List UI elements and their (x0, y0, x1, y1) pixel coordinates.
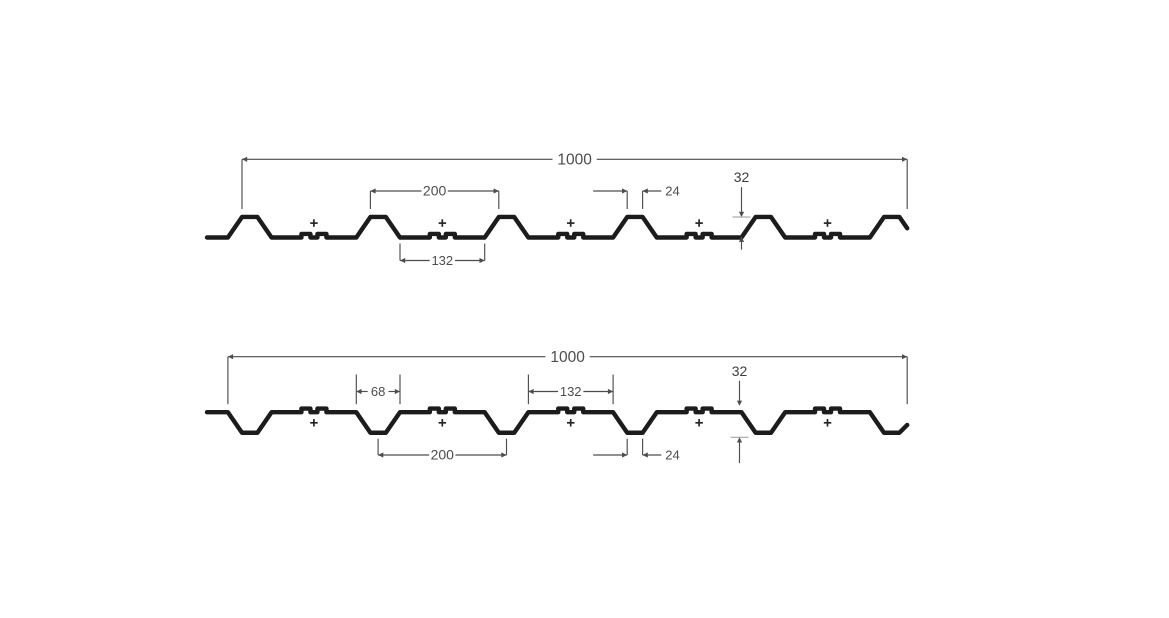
svg-text:24: 24 (665, 183, 679, 198)
svg-text:200: 200 (431, 447, 455, 463)
svg-text:1000: 1000 (550, 349, 585, 366)
svg-text:24: 24 (665, 447, 679, 462)
svg-text:32: 32 (734, 169, 750, 185)
svg-text:32: 32 (732, 363, 748, 379)
svg-text:132: 132 (431, 253, 453, 268)
svg-text:200: 200 (423, 183, 447, 199)
svg-text:132: 132 (560, 384, 582, 399)
svg-text:1000: 1000 (557, 151, 592, 168)
svg-text:68: 68 (371, 384, 385, 399)
